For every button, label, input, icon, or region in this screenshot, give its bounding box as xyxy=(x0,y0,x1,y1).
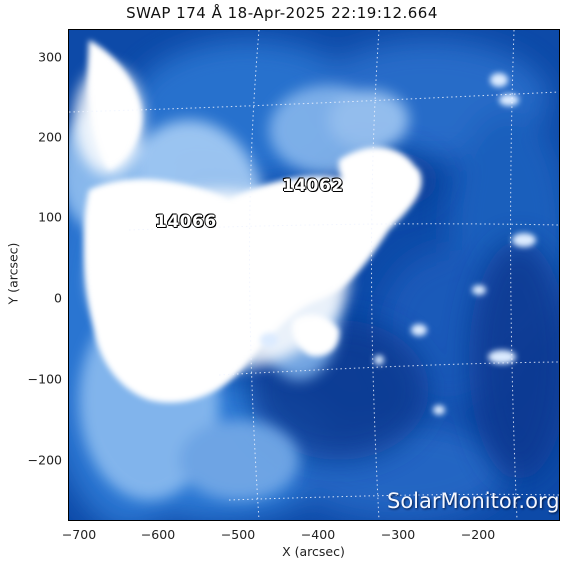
heliographic-grid xyxy=(69,30,559,520)
x-tick-label: −300 xyxy=(380,527,416,542)
image-title: SWAP 174 Å 18-Apr-2025 22:19:12.664 xyxy=(126,4,438,22)
x-tick-label: −600 xyxy=(140,527,176,542)
y-tick-label: −200 xyxy=(27,452,62,468)
x-tick-label: −500 xyxy=(220,527,256,542)
x-tick-label: −400 xyxy=(300,527,336,542)
x-tick-label: −700 xyxy=(61,527,97,542)
y-tick-label: 100 xyxy=(38,209,62,225)
x-tick-label: −200 xyxy=(460,527,496,542)
active-region-halo xyxy=(74,65,349,370)
active-region-label-14062: 14062 xyxy=(282,176,344,196)
active-region-label-14066: 14066 xyxy=(155,212,217,232)
y-tick-label: 300 xyxy=(38,49,62,65)
bright-points xyxy=(260,73,536,415)
y-tick-label: 0 xyxy=(54,290,62,306)
watermark: SolarMonitor.org xyxy=(387,489,560,513)
y-tick-label: 200 xyxy=(38,129,62,145)
solar-euv-image xyxy=(69,30,559,520)
y-axis-label: Y (arcsec) xyxy=(5,242,21,305)
x-axis-label: X (arcsec) xyxy=(282,544,345,559)
y-tick-label: −100 xyxy=(27,371,62,387)
solar-image-panel[interactable]: 14062 14066 SolarMonitor.org xyxy=(68,29,560,521)
